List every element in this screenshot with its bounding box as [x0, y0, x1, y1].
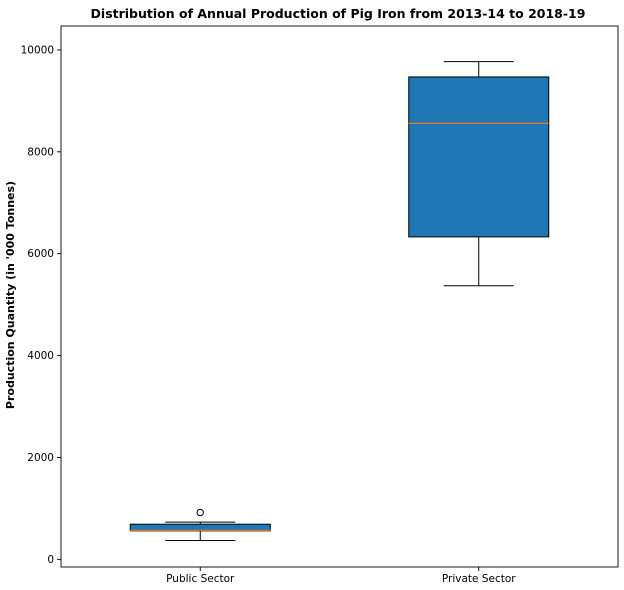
y-tick-label: 6000 — [27, 248, 54, 260]
y-tick-label: 4000 — [27, 350, 54, 362]
box — [408, 76, 550, 238]
y-tick-label: 2000 — [27, 452, 54, 464]
y-axis-label: Production Quantity (in '000 Tonnes) — [4, 181, 17, 409]
chart-title: Distribution of Annual Production of Pig… — [91, 6, 586, 21]
y-tick-label: 0 — [47, 554, 54, 566]
x-tick-label: Public Sector — [166, 573, 235, 585]
y-tick-label: 10000 — [21, 44, 54, 56]
x-tick-label: Private Sector — [442, 573, 516, 585]
axes-frame — [60, 25, 619, 568]
plot-area: 0 2000 4000 6000 8000 10000 Public Sector Priva… — [21, 25, 619, 585]
outlier-point — [196, 508, 204, 517]
y-tick-label: 8000 — [27, 146, 54, 158]
